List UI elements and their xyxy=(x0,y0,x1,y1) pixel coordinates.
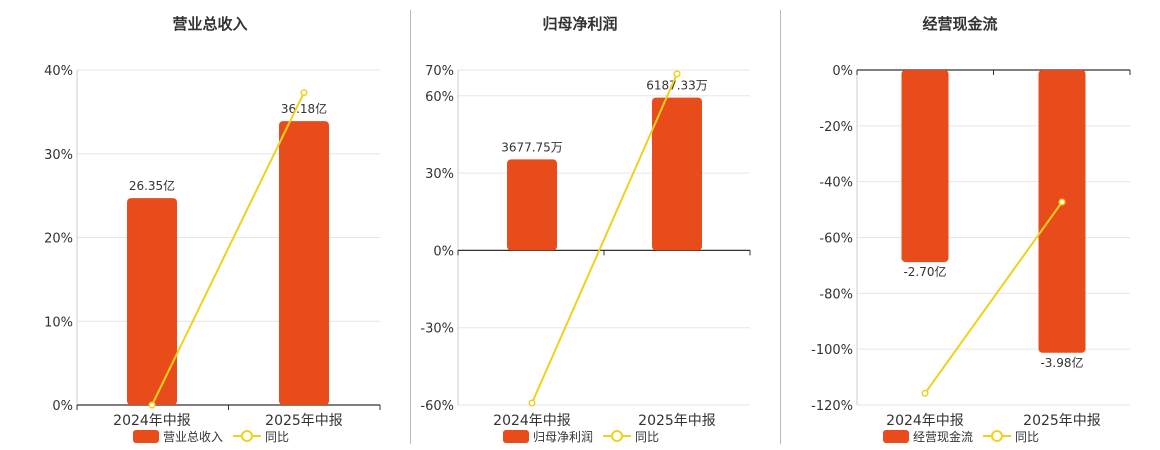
bar-value-label: 26.35亿 xyxy=(129,178,175,193)
y-tick-label: -30% xyxy=(420,322,454,337)
yoy-point xyxy=(528,399,536,407)
chart-title: 经营现金流 xyxy=(922,15,997,33)
legend-line-marker xyxy=(991,430,1003,442)
y-tick-label: -120% xyxy=(811,399,853,414)
bar-value-label: 3677.75万 xyxy=(501,140,563,154)
bar xyxy=(1038,70,1086,353)
bar xyxy=(652,97,702,251)
y-tick-label: 70% xyxy=(425,64,454,79)
legend-line-label: 同比 xyxy=(1015,430,1039,444)
y-tick-label: -20% xyxy=(819,120,853,135)
yoy-point xyxy=(673,70,681,78)
legend-bar-label: 营业总收入 xyxy=(163,430,223,444)
yoy-point xyxy=(300,89,308,97)
panel-separator xyxy=(780,10,781,444)
y-tick-label: 10% xyxy=(44,315,73,330)
legend-bar-label: 经营现金流 xyxy=(913,429,973,444)
legend-line-marker xyxy=(611,430,623,442)
y-tick-label: -100% xyxy=(811,343,853,358)
yoy-point xyxy=(921,389,929,397)
yoy-line xyxy=(531,73,678,404)
bar-value-label: 6187.33万 xyxy=(646,79,708,93)
x-category-label: 2024年中报 xyxy=(113,413,191,429)
bar xyxy=(279,121,329,406)
y-tick-label: 60% xyxy=(425,90,454,105)
legend-line-label: 同比 xyxy=(635,430,659,444)
y-tick-label: -80% xyxy=(819,287,853,302)
y-tick-label: -40% xyxy=(819,176,853,191)
chart-title: 归母净利润 xyxy=(542,15,617,33)
x-category-label: 2024年中报 xyxy=(886,413,964,429)
yoy-point xyxy=(148,401,156,409)
legend-bar-swatch xyxy=(133,430,159,443)
legend-line-marker xyxy=(241,430,253,442)
y-tick-label: 40% xyxy=(44,64,73,79)
y-tick-label: 0% xyxy=(832,64,853,79)
bar xyxy=(901,70,949,263)
y-tick-label: 30% xyxy=(425,167,454,182)
bar-value-label: -2.70亿 xyxy=(903,264,946,279)
chart-title: 营业总收入 xyxy=(172,15,247,33)
x-category-label: 2025年中报 xyxy=(638,413,716,429)
yoy-line xyxy=(151,92,305,406)
panel-separator xyxy=(410,10,411,444)
bar xyxy=(127,198,177,405)
legend-bar-label: 归母净利润 xyxy=(533,430,593,444)
y-tick-label: -60% xyxy=(819,232,853,247)
bar xyxy=(507,159,557,251)
legend-bar-swatch xyxy=(883,430,909,443)
legend-line-label: 同比 xyxy=(265,430,289,444)
y-tick-label: 20% xyxy=(44,232,73,247)
bar-value-label: 36.18亿 xyxy=(281,101,327,116)
yoy-point xyxy=(1058,198,1066,206)
y-tick-label: 0% xyxy=(52,399,73,414)
y-tick-label: 0% xyxy=(433,244,454,259)
y-tick-label: -60% xyxy=(420,399,454,414)
legend-bar-swatch xyxy=(503,430,529,443)
y-tick-label: 30% xyxy=(44,148,73,163)
bar-value-label: -3.98亿 xyxy=(1040,355,1083,370)
x-category-label: 2025年中报 xyxy=(265,413,343,429)
x-category-label: 2024年中报 xyxy=(493,413,571,429)
yoy-line xyxy=(924,201,1063,394)
x-category-label: 2025年中报 xyxy=(1023,413,1101,429)
